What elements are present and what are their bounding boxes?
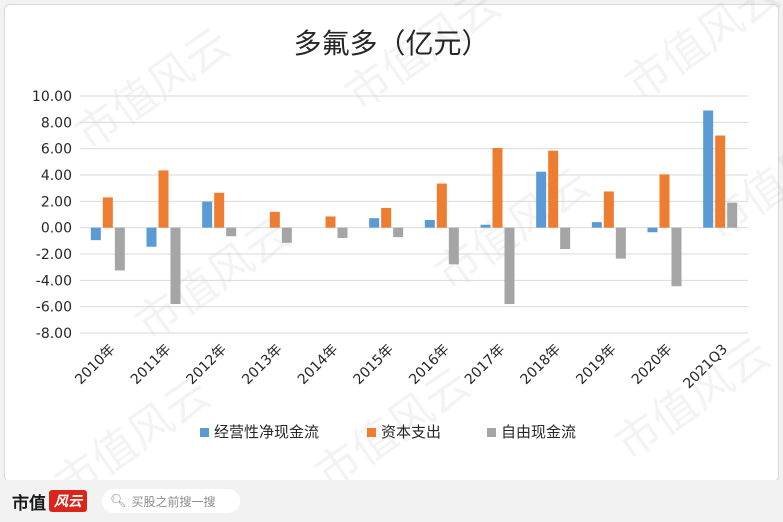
bar-1-2018年 (536, 171, 547, 228)
chart-title: 多氟多（亿元） (293, 27, 490, 60)
y-tick-label: 10.00 (32, 89, 72, 105)
x-tick-label: 2018年 (518, 342, 564, 388)
bar-3-2021Q3 (727, 202, 738, 228)
bar-2-2018年 (548, 150, 559, 228)
bar-chart: 10.00 8.00 6.00 4.00 2.00 0.00 -2.00 -4.00 -6.00… (32, 89, 748, 441)
x-tick-label: 2017年 (462, 342, 508, 388)
bar-2-2019年 (603, 191, 614, 228)
y-tick-label: -8.00 (36, 326, 72, 342)
x-tick-label: 2015年 (351, 342, 397, 388)
search-icon: 🔍︎ (110, 493, 127, 509)
bar-1-2012年 (202, 201, 213, 228)
bars (90, 110, 738, 305)
y-tick-label: 0.00 (41, 221, 72, 237)
bar-1-2017年 (480, 224, 491, 228)
bar-3-2014年 (337, 227, 348, 238)
x-tick-label: 2016年 (406, 342, 452, 388)
bar-1-2011年 (146, 227, 157, 247)
site-logo[interactable]: 市值 风云 (12, 488, 87, 514)
legend-label: 自由现金流 (501, 423, 576, 441)
bar-3-2013年 (281, 227, 292, 243)
legend-label: 经营性净现金流 (214, 423, 319, 441)
search-placeholder: 买股之前搜一搜 (131, 494, 216, 509)
search-box[interactable]: 🔍︎ 买股之前搜一搜 (102, 489, 240, 513)
bar-1-2019年 (591, 222, 602, 228)
logo-brand: 风云 (49, 490, 87, 512)
legend-label: 资本支出 (381, 423, 441, 441)
bar-2-2021Q3 (715, 135, 726, 228)
x-tick-label: 2010年 (72, 342, 118, 388)
bar-2-2020年 (659, 174, 670, 228)
x-tick-label: 2019年 (573, 342, 619, 388)
x-tick-label: 2021Q3 (680, 342, 731, 393)
chart-card (4, 4, 779, 482)
bar-3-2015年 (393, 227, 404, 238)
legend-swatch (487, 428, 496, 437)
bar-2-2016年 (436, 183, 447, 228)
x-axis: 2010年 2011年 2012年 2013年 2014年 2015年 2016年 2017年… (72, 342, 731, 393)
gridlines (80, 95, 748, 334)
y-tick-label: 2.00 (41, 194, 72, 210)
y-tick-label: -6.00 (36, 300, 72, 316)
bar-2-2012年 (214, 192, 225, 228)
legend-swatch (200, 428, 209, 437)
footer-bar: 市值 风云 🔍︎ 买股之前搜一搜 (0, 480, 783, 522)
legend: 经营性净现金流 资本支出 自由现金流 (200, 423, 576, 441)
logo-text: 市值 (12, 493, 46, 514)
y-tick-label: 6.00 (41, 142, 72, 158)
bar-3-2017年 (504, 227, 515, 305)
bar-2-2015年 (381, 207, 392, 228)
bar-1-2021Q3 (703, 110, 714, 228)
bar-3-2010年 (114, 227, 125, 271)
bar-3-2020年 (671, 227, 682, 287)
y-tick-label: 4.00 (41, 168, 72, 184)
x-tick-label: 2011年 (128, 342, 174, 388)
x-tick-label: 2020年 (629, 342, 675, 388)
bar-1-2010年 (90, 227, 101, 241)
bar-1-2016年 (424, 220, 435, 228)
x-tick-label: 2012年 (184, 342, 230, 388)
bar-3-2011年 (170, 227, 181, 305)
bar-1-2020年 (647, 227, 658, 233)
legend-swatch (367, 428, 376, 437)
bar-2-2014年 (325, 216, 336, 228)
bar-3-2016年 (448, 227, 459, 265)
bar-3-2019年 (615, 227, 626, 259)
y-axis: 10.00 8.00 6.00 4.00 2.00 0.00 -2.00 -4.00 -6.00… (32, 89, 72, 342)
bar-3-2018年 (560, 227, 571, 249)
bar-2-2013年 (269, 211, 280, 228)
y-tick-label: -2.00 (36, 247, 72, 263)
bar-1-2015年 (369, 218, 380, 228)
bar-3-2012年 (226, 227, 237, 237)
y-tick-label: -4.00 (36, 273, 72, 289)
y-tick-label: 8.00 (41, 115, 72, 131)
bar-2-2017年 (492, 148, 503, 228)
x-tick-label: 2013年 (239, 342, 285, 388)
x-tick-label: 2014年 (295, 342, 341, 388)
bar-2-2010年 (102, 197, 113, 228)
bar-2-2011年 (158, 170, 169, 228)
